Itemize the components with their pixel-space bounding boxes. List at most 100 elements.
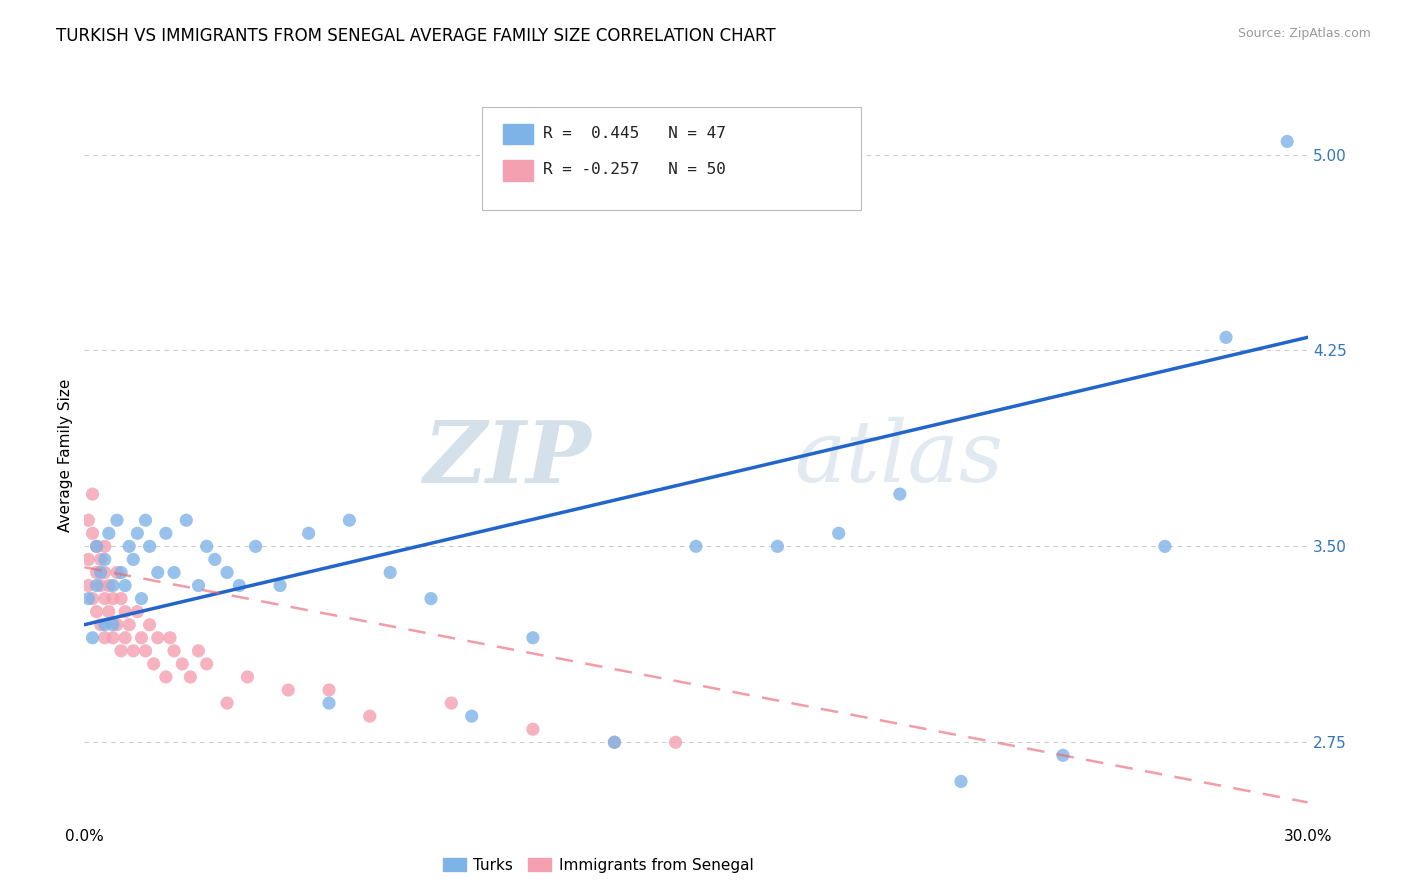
- Point: [127, 526, 149, 541]
- Point: [101, 591, 124, 606]
- Point: [187, 644, 209, 658]
- Point: [172, 657, 194, 671]
- Point: [86, 566, 108, 580]
- Point: [122, 552, 145, 566]
- Point: [105, 617, 128, 632]
- Point: [114, 605, 136, 619]
- Point: [82, 526, 104, 541]
- Point: [86, 605, 108, 619]
- Point: [93, 591, 117, 606]
- FancyBboxPatch shape: [482, 108, 860, 210]
- Point: [122, 644, 145, 658]
- Point: [93, 631, 117, 645]
- Point: [118, 539, 141, 553]
- Point: [101, 631, 124, 645]
- Point: [82, 631, 104, 645]
- Point: [217, 566, 239, 580]
- Text: R =  0.445   N = 47: R = 0.445 N = 47: [543, 126, 725, 141]
- Point: [163, 644, 186, 658]
- Point: [135, 513, 157, 527]
- Point: [163, 566, 186, 580]
- Point: [204, 552, 226, 566]
- Point: [138, 539, 160, 553]
- Point: [1215, 330, 1237, 344]
- Point: [217, 696, 239, 710]
- Point: [77, 513, 100, 527]
- Point: [97, 526, 120, 541]
- Point: [142, 657, 165, 671]
- Point: [86, 539, 108, 553]
- Point: [522, 631, 544, 645]
- Point: [82, 487, 104, 501]
- Point: [277, 683, 299, 698]
- Point: [236, 670, 259, 684]
- Point: [138, 617, 160, 632]
- Point: [461, 709, 484, 723]
- Point: [603, 735, 626, 749]
- Point: [522, 723, 544, 737]
- Point: [380, 566, 402, 580]
- Point: [318, 683, 340, 698]
- Legend: Turks, Immigrants from Senegal: Turks, Immigrants from Senegal: [436, 852, 759, 879]
- Point: [195, 657, 218, 671]
- Text: Source: ZipAtlas.com: Source: ZipAtlas.com: [1237, 27, 1371, 40]
- Point: [131, 591, 153, 606]
- Point: [179, 670, 201, 684]
- Point: [245, 539, 267, 553]
- Point: [93, 552, 117, 566]
- Bar: [503, 161, 533, 180]
- Point: [665, 735, 688, 749]
- Y-axis label: Average Family Size: Average Family Size: [58, 378, 73, 532]
- Point: [110, 644, 132, 658]
- Point: [77, 591, 100, 606]
- Point: [339, 513, 361, 527]
- Text: ZIP: ZIP: [425, 417, 592, 500]
- Point: [110, 566, 132, 580]
- Point: [86, 578, 108, 592]
- Point: [440, 696, 463, 710]
- Point: [950, 774, 973, 789]
- Point: [298, 526, 321, 541]
- Bar: [503, 124, 533, 145]
- Point: [269, 578, 291, 592]
- Point: [105, 566, 128, 580]
- Point: [114, 578, 136, 592]
- Point: [1277, 135, 1299, 149]
- Point: [127, 605, 149, 619]
- Point: [685, 539, 707, 553]
- Point: [97, 578, 120, 592]
- Point: [77, 578, 100, 592]
- Point: [77, 552, 100, 566]
- Point: [93, 539, 117, 553]
- Point: [114, 631, 136, 645]
- Point: [135, 644, 157, 658]
- Point: [195, 539, 218, 553]
- Point: [90, 617, 112, 632]
- Point: [187, 578, 209, 592]
- Point: [101, 578, 124, 592]
- Text: R = -0.257   N = 50: R = -0.257 N = 50: [543, 162, 725, 178]
- Point: [603, 735, 626, 749]
- Point: [155, 670, 177, 684]
- Point: [131, 631, 153, 645]
- Text: atlas: atlas: [794, 417, 1002, 500]
- Point: [146, 566, 169, 580]
- Point: [146, 631, 169, 645]
- Point: [155, 526, 177, 541]
- Point: [110, 591, 132, 606]
- Point: [828, 526, 851, 541]
- Point: [97, 605, 120, 619]
- Point: [318, 696, 340, 710]
- Point: [1052, 748, 1074, 763]
- Point: [176, 513, 198, 527]
- Point: [86, 539, 108, 553]
- Point: [889, 487, 911, 501]
- Text: TURKISH VS IMMIGRANTS FROM SENEGAL AVERAGE FAMILY SIZE CORRELATION CHART: TURKISH VS IMMIGRANTS FROM SENEGAL AVERA…: [56, 27, 776, 45]
- Point: [118, 617, 141, 632]
- Point: [82, 591, 104, 606]
- Point: [93, 566, 117, 580]
- Point: [90, 552, 112, 566]
- Point: [1154, 539, 1177, 553]
- Point: [228, 578, 250, 592]
- Point: [105, 513, 128, 527]
